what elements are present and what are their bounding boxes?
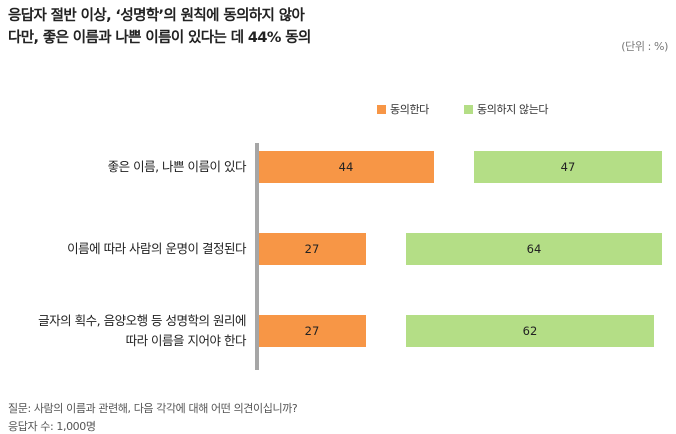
bar-agree-1 xyxy=(258,233,366,265)
category-label-2-0: 글자의 획수, 음양오행 등 성명학의 원리에 xyxy=(38,313,246,328)
legend-label-disagree: 동의하지 않는다 xyxy=(477,103,549,116)
bar-agree-0 xyxy=(258,151,434,183)
legend-swatch-disagree xyxy=(464,104,473,114)
legend-swatch-agree xyxy=(377,104,386,114)
chart-title-line-2: 다만, 좋은 이름과 나쁜 이름이 있다는 데 44% 동의 xyxy=(8,30,311,46)
data-label-agree-1: 27 xyxy=(305,242,320,256)
category-label-1-0: 이름에 따라 사람의 운명이 결정된다 xyxy=(67,241,247,256)
legend-label-agree: 동의한다 xyxy=(390,103,429,116)
data-label-agree-0: 44 xyxy=(339,160,354,174)
bar-disagree-2 xyxy=(406,315,654,347)
bar-disagree-1 xyxy=(406,233,662,265)
category-label-0-0: 좋은 이름, 나쁜 이름이 있다 xyxy=(108,159,247,174)
bar-agree-2 xyxy=(258,315,366,347)
bar-disagree-0 xyxy=(474,151,662,183)
legend-item-agree: 동의한다 xyxy=(377,101,429,117)
footnote-respondents: 응답자 수: 1,000명 xyxy=(8,420,96,433)
legend-item-disagree: 동의하지 않는다 xyxy=(464,101,549,117)
data-label-disagree-0: 47 xyxy=(561,160,576,174)
unit-label: (단위 : %) xyxy=(621,40,668,53)
chart-title: 응답자 절반 이상, ‘성명학’의 원칙에 동의하지 않아 다만, 좋은 이름과… xyxy=(8,5,568,49)
footnote-question: 질문: 사람의 이름과 관련해, 다음 각각에 대해 어떤 의견이십니까? xyxy=(8,402,298,415)
data-label-agree-2: 27 xyxy=(305,324,320,338)
category-label-2-1: 따라 이름을 지어야 한다 xyxy=(126,333,247,348)
chart-title-line-1: 응답자 절반 이상, ‘성명학’의 원칙에 동의하지 않아 xyxy=(8,8,305,24)
data-label-disagree-1: 64 xyxy=(527,242,542,256)
data-label-disagree-2: 62 xyxy=(523,324,538,338)
